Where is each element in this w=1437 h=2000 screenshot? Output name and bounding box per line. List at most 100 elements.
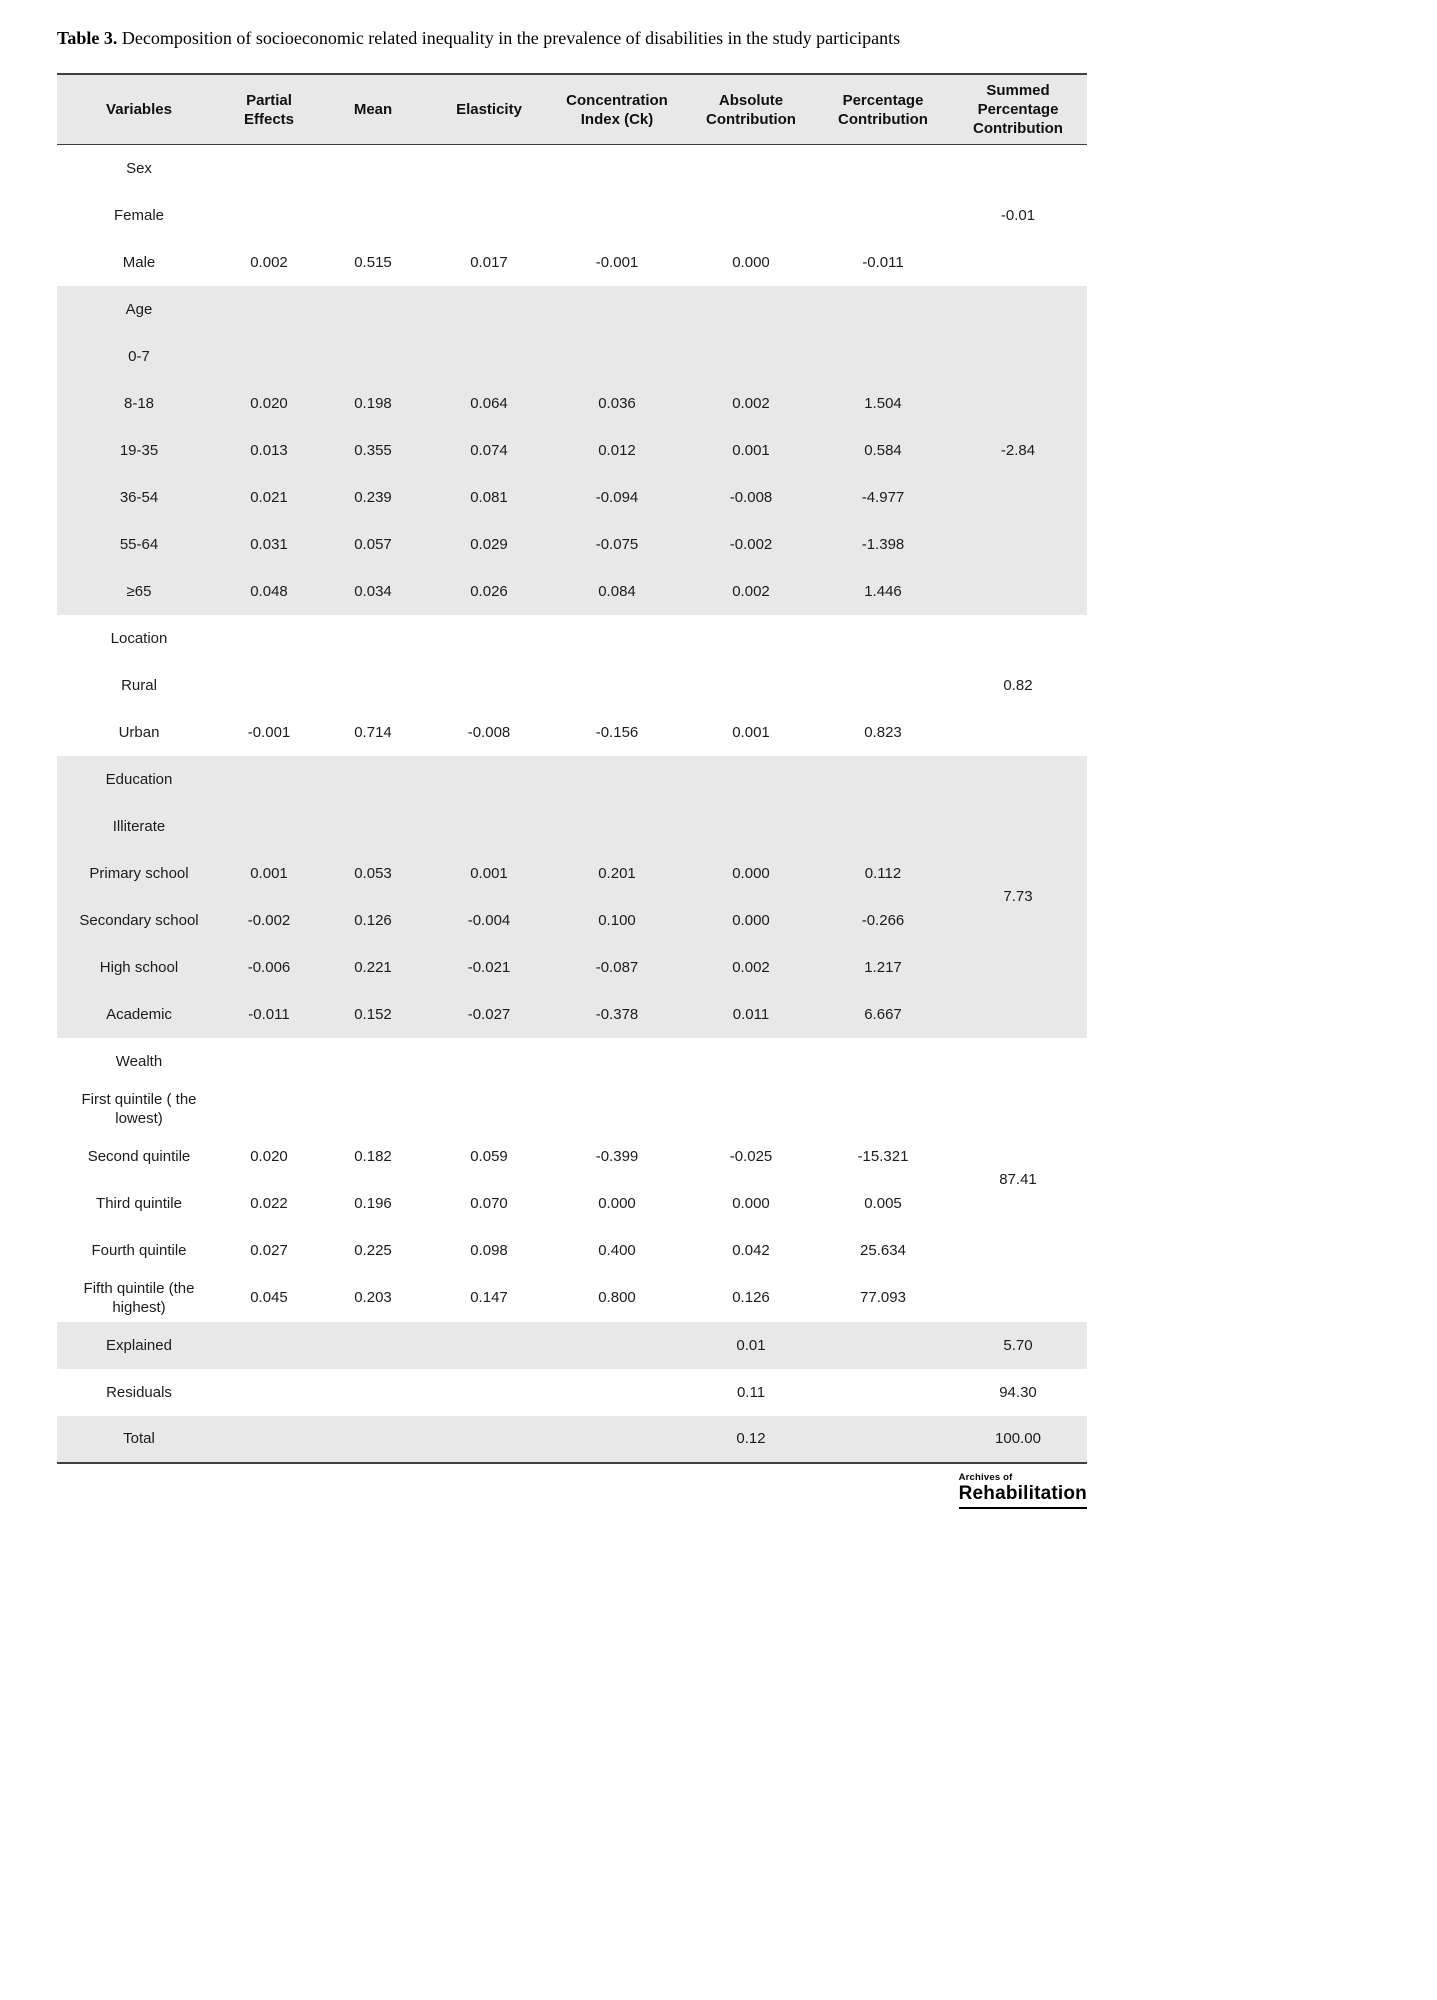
value-cell <box>317 1085 429 1133</box>
value-cell: 0.022 <box>250 1194 288 1212</box>
value-cell: 0.064 <box>470 394 508 412</box>
variable-cell: Total <box>123 1430 155 1447</box>
table-row: Rural <box>57 662 1087 709</box>
summed-value-cell: 5.70 <box>1003 1336 1033 1354</box>
value-cell <box>685 662 817 709</box>
value-cell: -0.378 <box>595 1005 639 1023</box>
value-cell <box>549 615 685 662</box>
value-cell: 0.001 <box>732 723 770 741</box>
value-cell <box>549 1038 685 1085</box>
value-cell <box>317 286 429 333</box>
value-cell <box>429 803 549 850</box>
value-cell: 0.239 <box>354 488 392 506</box>
value-cell: 0.012 <box>598 441 636 459</box>
summed-value-cell: 87.41 <box>999 1171 1037 1188</box>
variable-cell: Explained <box>106 1336 172 1354</box>
value-cell: -0.001 <box>595 253 639 271</box>
value-cell <box>817 192 949 239</box>
table-row: 8-18 0.020 0.198 0.064 0.036 0.002 1.504 <box>57 379 1087 427</box>
value-cell: 1.504 <box>864 394 902 412</box>
value-cell <box>685 145 817 192</box>
value-cell: 0.001 <box>470 864 508 882</box>
value-cell: 0.000 <box>732 253 770 271</box>
table-row: Total 0.12 100.00 <box>57 1415 1087 1463</box>
table-row: Education 7.73 <box>57 755 1087 905</box>
value-cell: 0.182 <box>354 1147 392 1165</box>
variable-cell: Secondary school <box>79 911 199 929</box>
value-cell: 0.002 <box>732 394 770 412</box>
value-cell <box>429 1085 549 1133</box>
value-cell <box>817 1038 949 1085</box>
value-cell <box>317 1322 429 1369</box>
value-cell: -0.266 <box>861 911 905 929</box>
journal-logo-small-text: Archives of <box>958 1471 1013 1483</box>
table-row: Second quintile 0.020 0.182 0.059 -0.399 -0.0… <box>57 1133 1087 1180</box>
value-cell: 0.100 <box>598 911 636 929</box>
value-cell: 0.013 <box>250 441 288 459</box>
value-cell <box>429 145 549 192</box>
table-caption-label: Table 3. <box>57 28 118 48</box>
summed-value-cell: 7.73 <box>1003 888 1033 905</box>
value-cell: 0.081 <box>470 488 508 506</box>
value-cell: 0.005 <box>864 1194 902 1212</box>
variable-cell: Rural <box>121 676 157 694</box>
variable-cell: Academic <box>106 1005 172 1023</box>
value-cell <box>685 756 817 803</box>
value-cell: 0.027 <box>250 1241 288 1259</box>
value-cell: 0.201 <box>598 864 636 882</box>
variable-cell: 8-18 <box>123 394 155 412</box>
value-cell <box>221 1322 317 1369</box>
value-cell <box>685 1038 817 1085</box>
table-row: Illiterate <box>57 802 1087 850</box>
value-cell: 0.584 <box>864 441 902 459</box>
value-cell: -0.001 <box>247 723 291 741</box>
value-cell: -4.977 <box>861 488 905 506</box>
table-row: Secondary school -0.002 0.126 -0.004 0.100 0.… <box>57 896 1087 944</box>
value-cell <box>817 145 949 192</box>
col-header-absolute-contribution: Absolute Contribution <box>685 74 817 145</box>
variable-cell: First quintile ( the lowest) <box>81 1090 197 1127</box>
value-cell: 0.126 <box>732 1289 770 1306</box>
value-cell: 0.042 <box>732 1241 770 1259</box>
value-cell: 0.714 <box>354 723 392 741</box>
value-cell: -0.011 <box>862 253 904 271</box>
value-cell <box>817 803 949 850</box>
value-cell: 0.070 <box>470 1194 508 1212</box>
value-cell <box>221 192 317 239</box>
value-cell <box>221 756 317 803</box>
value-cell: 0.036 <box>598 394 636 412</box>
value-cell: -0.011 <box>248 1005 290 1023</box>
value-cell: -0.004 <box>467 911 511 929</box>
value-cell <box>549 1322 685 1369</box>
value-cell <box>549 756 685 803</box>
value-cell: 0.112 <box>864 864 902 882</box>
value-cell: -0.008 <box>729 488 773 506</box>
value-cell <box>817 1369 949 1416</box>
value-cell: 0.823 <box>864 723 902 741</box>
value-cell <box>685 803 817 850</box>
value-cell <box>221 1369 317 1416</box>
variable-cell: ≥65 <box>126 582 152 600</box>
variable-cell: Fifth quintile (the highest) <box>83 1279 195 1316</box>
journal-logo: Archives of Rehabilitation <box>958 1471 1087 1509</box>
variable-cell: Primary school <box>89 864 189 882</box>
value-cell: 0.000 <box>732 1194 770 1212</box>
col-header-percentage-contribution: Percentage Contribution <box>817 74 949 145</box>
value-cell <box>317 1369 429 1416</box>
value-cell: -0.021 <box>467 958 511 976</box>
value-cell: 0.000 <box>598 1194 636 1212</box>
value-cell: 0.001 <box>250 864 288 882</box>
value-cell <box>429 1038 549 1085</box>
value-cell <box>317 662 429 709</box>
value-cell <box>685 1085 817 1133</box>
summed-value-cell: -0.01 <box>1000 206 1036 224</box>
value-cell <box>549 662 685 709</box>
variable-cell: Male <box>122 253 156 271</box>
col-header-elasticity: Elasticity <box>429 74 549 145</box>
value-cell: -0.027 <box>467 1005 511 1023</box>
variable-cell: 55-64 <box>119 535 159 553</box>
table-row: 36-54 0.021 0.239 0.081 -0.094 -0.008 -4.977 <box>57 473 1087 521</box>
value-cell: 25.634 <box>860 1241 906 1259</box>
value-cell: 0.002 <box>250 253 288 271</box>
value-cell <box>429 1416 549 1463</box>
